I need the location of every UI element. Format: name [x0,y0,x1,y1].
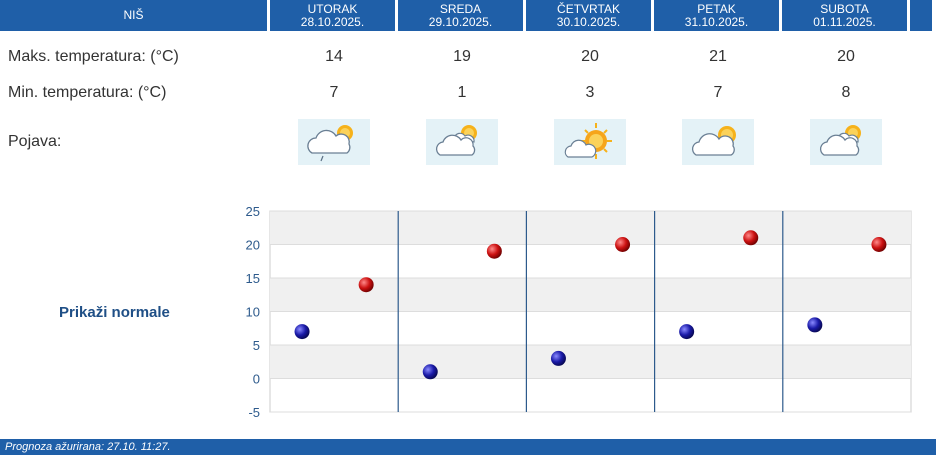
min-temperature-value: 8 [841,84,851,101]
day-date: 29.10.2025. [428,15,493,29]
day-name: SUBOTA [820,2,869,16]
day-header-2[interactable]: SREDA 29.10.2025. [398,0,523,31]
show-normals-link[interactable]: Prikaži normale [59,304,170,321]
max-temperature-point[interactable] [358,277,374,293]
max-temperature-value: 19 [453,48,471,65]
max-temperature-value: 20 [837,48,855,65]
day-name: ČETVRTAK [557,2,620,16]
y-tick-label: 25 [246,204,260,219]
chart-grid [269,210,912,413]
min-temperature-value: 7 [329,84,339,101]
day-name: UTORAK [307,2,358,16]
min-temperature-point[interactable] [422,364,438,380]
temperature-chart: 25 20 15 10 5 0 -5 [246,204,912,420]
max-temperature-point[interactable] [743,230,759,246]
max-temperature-point[interactable] [871,237,887,252]
max-temperature-value: 14 [325,48,343,65]
min-temperature-value: 1 [457,84,467,101]
day-name: SREDA [439,2,482,16]
max-temperature-value: 21 [709,48,727,65]
partly-cloudy-icon [426,119,498,165]
max-temperature-point[interactable] [486,243,502,259]
day-header-1[interactable]: UTORAK 28.10.2025. [270,0,395,31]
partly-cloudy-icon [810,119,882,165]
grid-band [270,278,911,312]
partly-cloudy-icon [682,119,754,165]
day-date: 01.11.2025. [813,15,876,29]
weather-phenomenon-label: Pojava: [8,133,62,150]
mostly-sunny-icon [554,119,626,165]
day-header-4[interactable]: PETAK 31.10.2025. [654,0,779,31]
chart-points [294,230,887,380]
day-date: 31.10.2025. [684,15,749,29]
min-temperature-label: Min. temperatura: (°C) [8,84,167,101]
y-tick-label: -5 [248,405,260,420]
city-name: NIŠ [0,0,267,31]
max-temperature-value: 20 [581,48,599,65]
min-temperature-value: 3 [585,84,595,101]
min-temperature-point[interactable] [550,350,566,366]
y-axis-ticks: 25 20 15 10 5 0 -5 [246,204,260,420]
day-header-5[interactable]: SUBOTA 01.11.2025. [782,0,907,31]
y-tick-label: 0 [253,372,260,387]
cloudy-sun-light-rain-icon [298,119,370,165]
day-date: 28.10.2025. [300,15,365,29]
day-name: PETAK [697,2,736,16]
y-tick-label: 15 [246,271,260,286]
min-temperature-value: 7 [713,84,723,101]
max-temperature-label: Maks. temperatura: (°C) [8,48,179,65]
weather-phenomenon-row: Pojava: [0,118,936,166]
day-header-3[interactable]: ČETVRTAK 30.10.2025. [526,0,651,31]
y-tick-label: 20 [246,238,260,253]
day-date: 30.10.2025. [556,15,621,29]
y-tick-label: 10 [246,305,260,320]
y-tick-label: 5 [253,338,260,353]
max-temperature-row: Maks. temperatura: (°C) 14 19 20 21 20 [0,46,936,68]
header-tail [910,0,932,31]
max-temperature-point[interactable] [615,237,631,252]
min-temperature-point[interactable] [679,324,695,340]
min-temperature-row: Min. temperatura: (°C) 7 1 3 7 8 [0,82,936,104]
grid-band [270,345,911,379]
grid-band [270,211,911,245]
forecast-updated-footer: Prognoza ažurirana: 27.10. 11:27. [0,439,936,455]
min-temperature-point[interactable] [807,317,823,333]
min-temperature-point[interactable] [294,324,310,340]
forecast-header: NIŠ UTORAK 28.10.2025. SREDA 29.10.2025.… [0,0,936,31]
